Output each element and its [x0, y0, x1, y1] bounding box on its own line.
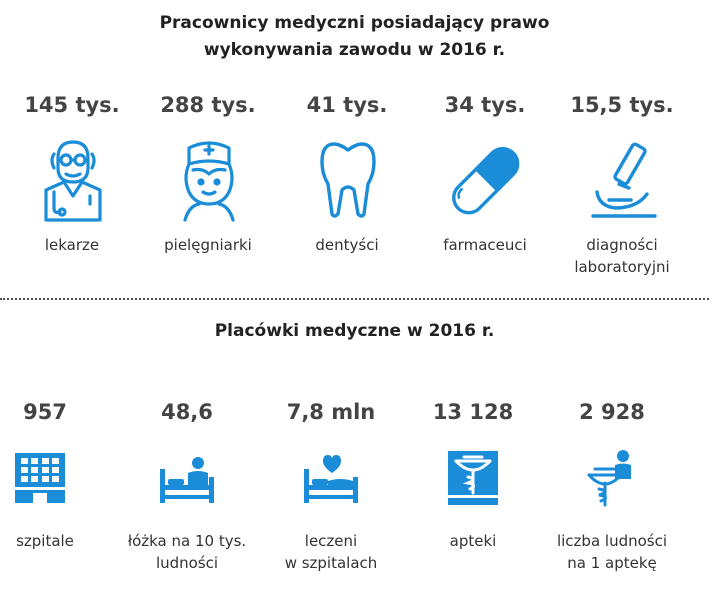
stat-value: 15,5 tys. [570, 93, 674, 117]
stat-label: lekarze [44, 236, 100, 254]
stat-label-line2: laboratoryjni [574, 258, 670, 276]
stat-label: diagności laboratoryjni [547, 234, 697, 278]
stat-label: apteki [449, 532, 497, 550]
stat-label: dentyści [315, 236, 379, 254]
stat-label-line2: w szpitalach [284, 554, 378, 572]
section1-title-line2: wykonywania zawodu w 2016 r. [203, 40, 506, 60]
person-pharmacy-symbol-icon [587, 450, 631, 507]
stat-value: 288 tys. [160, 93, 256, 117]
section1-title: Pracownicy medyczni posiadający prawo wy… [0, 10, 709, 64]
stat-label-line1: leczeni [304, 532, 358, 550]
stat-value: 34 tys. [444, 93, 526, 117]
pill-capsule-icon [452, 147, 520, 215]
stat-label-line2: na 1 aptekę [567, 554, 657, 572]
stat-value: 13 128 [432, 400, 514, 424]
stat-label: łóżka na 10 tys. ludności [112, 530, 262, 574]
tooth-icon [320, 142, 376, 218]
bed-heart-icon [304, 455, 358, 503]
pharmacy-icon [448, 451, 498, 505]
stat-value: 41 tys. [306, 93, 388, 117]
stat-label: szpitale [16, 532, 74, 550]
stat-label: liczba ludności na 1 aptekę [537, 530, 687, 574]
stat-label: pielęgniarki [164, 236, 252, 254]
section2-title: Placówki medyczne w 2016 r. [214, 321, 495, 341]
stat-label-line2: ludności [155, 554, 219, 572]
stat-value: 2 928 [579, 400, 645, 424]
nurse-icon [183, 141, 235, 222]
doctor-icon [44, 140, 102, 222]
stat-label: leczeni w szpitalach [256, 530, 406, 574]
stat-label-line1: liczba ludności [556, 532, 668, 550]
section-divider [0, 298, 709, 300]
microscope-icon [591, 142, 657, 218]
stat-value: 145 tys. [24, 93, 120, 117]
stat-value: 48,6 [161, 400, 213, 424]
section1-title-line1: Pracownicy medyczni posiadający prawo [159, 13, 550, 33]
stat-value: 7,8 mln [286, 400, 376, 424]
hospital-building-icon [15, 453, 65, 503]
hospital-bed-icon [160, 457, 214, 503]
stat-value: 957 [23, 400, 67, 424]
stat-label-line1: diagności [586, 236, 658, 254]
stat-label-line1: łóżka na 10 tys. [127, 532, 247, 550]
stat-label: farmaceuci [443, 236, 527, 254]
